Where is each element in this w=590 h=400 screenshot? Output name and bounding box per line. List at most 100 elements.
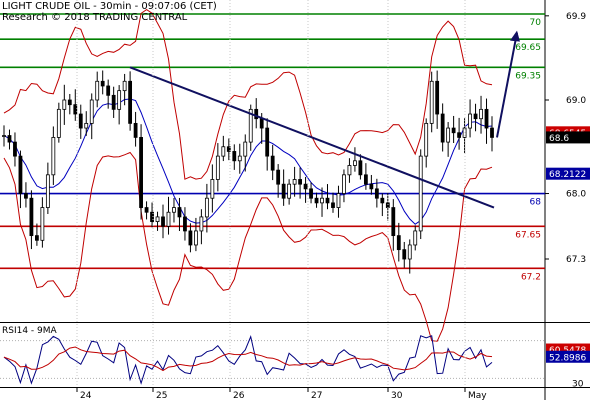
candle-body (424, 122, 429, 157)
candle-body (320, 197, 324, 204)
candle-body (429, 80, 434, 124)
price-tag-label: 68.2122 (549, 170, 586, 180)
candle-body (106, 85, 111, 96)
price-level-label: 69.35 (515, 71, 541, 81)
candle-body (177, 207, 182, 218)
axis-layer: 24 25 26 27 30 May 67.3 68.0 69.0 69.9 30 (76, 0, 586, 400)
candle-body (292, 179, 297, 185)
candle-body (144, 207, 149, 213)
candle-body (13, 141, 17, 157)
candle-body (215, 155, 220, 180)
x-tick-label: 26 (233, 391, 245, 400)
candle-body (150, 211, 154, 222)
candle-body (7, 135, 12, 143)
candle-body (457, 132, 462, 138)
candle-body (67, 99, 72, 106)
candle-body (161, 216, 165, 227)
candle-body (117, 90, 122, 110)
x-tick-label: May (468, 391, 487, 400)
candle-body (40, 207, 45, 241)
candle-body (34, 235, 39, 241)
candle-body (287, 183, 292, 199)
candle-body (237, 155, 242, 162)
rsi-value-label: 52.8986 (549, 353, 586, 363)
candle-body (342, 174, 346, 194)
candle-body (111, 94, 116, 110)
candle-body (314, 197, 319, 204)
price-tag (546, 167, 590, 180)
price-tag (546, 131, 590, 144)
candle-body (418, 155, 423, 232)
candle-body (243, 141, 248, 157)
candle-body (84, 122, 89, 129)
x-tick-label: 27 (311, 391, 322, 400)
rsi-y-tick-label: 30 (572, 379, 584, 389)
price-level-label: 70 (530, 18, 542, 28)
candle-body (29, 197, 34, 237)
candle-body (265, 127, 270, 157)
candle-body (446, 127, 451, 143)
candle-body (374, 188, 379, 199)
trendline (129, 66, 495, 209)
candle-body (440, 113, 445, 143)
candle-body (369, 183, 374, 190)
y-tick-label: 69.9 (566, 12, 586, 22)
candle-body (95, 80, 100, 101)
rsi-value-tag (546, 350, 590, 363)
candle-body (396, 235, 401, 251)
candle-body (232, 151, 237, 162)
candle-body (56, 108, 61, 138)
candle-body (309, 188, 313, 199)
candle-body (347, 165, 352, 176)
candle-body (298, 179, 302, 185)
forecast-arrow (496, 32, 518, 138)
candle-body (479, 108, 483, 120)
candle-body (259, 118, 264, 129)
price-level-label: 67.65 (515, 230, 541, 240)
candle-body (166, 211, 171, 227)
price-panel: 7069.6569.356867.6567.268.654568.668.212… (0, 8, 590, 342)
candle-body (183, 216, 187, 232)
y-tick-label: 67.3 (566, 255, 586, 265)
candle-body (155, 216, 160, 222)
rsi-title: RSI14 - 9MA (2, 326, 57, 336)
candle-body (380, 197, 385, 204)
candle-body (78, 113, 83, 129)
candle-body (270, 155, 275, 171)
candle-body (358, 160, 363, 176)
candle-body (204, 197, 209, 218)
candle-body (331, 202, 335, 208)
candle-body (122, 80, 127, 92)
x-tick-label: 24 (80, 391, 92, 400)
price-tag-label: 68.6 (549, 134, 569, 144)
price-level-label: 69.65 (515, 43, 541, 53)
candle-body (248, 108, 253, 143)
candle-body (73, 104, 78, 115)
price-level-label: 68 (530, 198, 542, 208)
candle-body (2, 135, 6, 137)
candle-body (325, 197, 330, 204)
forecast-arrowhead (510, 30, 520, 42)
candle-body (484, 108, 489, 129)
candle-body (62, 99, 67, 110)
candle-body (413, 230, 418, 246)
candle-body (254, 108, 259, 120)
x-tick-label: 30 (391, 391, 403, 400)
y-tick-label: 68.0 (566, 190, 586, 200)
candle-body (363, 174, 368, 185)
candle-body (133, 122, 138, 138)
candle-body (281, 183, 286, 199)
y-tick-label: 69.0 (566, 96, 586, 106)
candle-body (435, 80, 440, 115)
candle-body (51, 137, 56, 176)
candle-body (24, 193, 28, 199)
candle-body (468, 113, 472, 129)
candle-body (473, 113, 478, 120)
moving-average (3, 98, 493, 225)
candle-body (391, 207, 396, 237)
x-tick-label: 25 (156, 391, 167, 400)
candle-body (490, 127, 494, 138)
candle-body (353, 160, 357, 166)
candle-body (139, 137, 143, 208)
